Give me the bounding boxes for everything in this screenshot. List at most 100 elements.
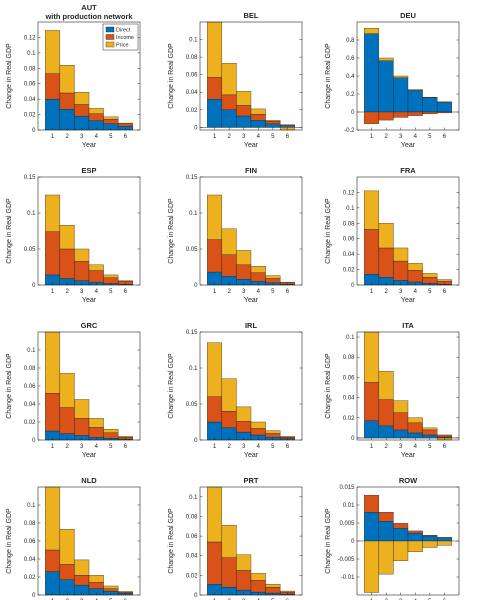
x-tick-label: 3 (80, 444, 84, 450)
bar-price-year-6 (436, 279, 452, 282)
bar-direct-year-6 (436, 101, 452, 113)
axes-box (199, 486, 303, 596)
bar-direct-year-4 (407, 532, 423, 542)
bar-income-year-5 (422, 429, 438, 436)
x-tick-label: 5 (428, 444, 432, 450)
y-tick-label: 0.6 (346, 56, 355, 62)
bar-price-year-3 (236, 406, 252, 422)
bar-income-year-5 (103, 432, 119, 439)
bar-price-year-1 (45, 486, 61, 551)
bar-price-year-2 (59, 225, 75, 250)
chart-title: DEU (400, 11, 416, 20)
bar-price-year-3 (236, 91, 252, 106)
y-tick-label: 0.04 (343, 396, 355, 402)
bar-income-year-6 (117, 123, 133, 127)
y-tick-label: 0 (194, 125, 198, 131)
bar-price-year-2 (59, 373, 75, 408)
y-tick-label: 0 (351, 436, 355, 442)
y-tick-label: 0.1 (346, 335, 355, 341)
y-tick-label: 0.06 (186, 534, 198, 540)
x-tick-label: 5 (271, 444, 275, 450)
x-tick-label: 3 (242, 134, 246, 140)
bar-income-year-3 (236, 421, 252, 433)
bar-income-year-1 (364, 111, 380, 124)
chart-panel-fra: 0 0.02 0.04 0.06 0.08 0.1 0.12 1 2 3 4 5 6 Year Change… (325, 166, 460, 304)
bar-income-year-6 (279, 124, 295, 126)
bar-direct-year-4 (250, 120, 266, 128)
y-tick-label: 0.02 (186, 573, 198, 579)
x-tick-label: 2 (384, 444, 388, 450)
chart-title: GRC (81, 321, 98, 330)
y-tick-label: 0.08 (343, 355, 355, 361)
y-tick-label: 0.05 (186, 247, 198, 253)
axes-box (356, 331, 460, 441)
bar-direct-year-4 (407, 90, 423, 113)
bar-price-year-3 (74, 92, 90, 105)
x-tick-label: 5 (109, 134, 113, 140)
bar-price-year-2 (221, 228, 237, 255)
x-tick-label: 4 (414, 444, 418, 450)
bar-income-year-5 (265, 433, 281, 438)
y-tick-label: 0.015 (339, 485, 355, 491)
x-tick-label: 6 (124, 444, 128, 450)
axes-box (199, 176, 303, 286)
bar-price-year-3 (393, 247, 409, 262)
y-tick-label: 0.04 (24, 557, 36, 563)
x-tick-label: 5 (428, 134, 432, 140)
bar-price-year-5 (422, 540, 438, 548)
x-tick-label: 1 (370, 134, 374, 140)
y-tick-label: 0.06 (24, 82, 36, 88)
x-axis-label: Year (244, 142, 259, 149)
bar-income-year-3 (74, 418, 90, 436)
x-tick-label: 3 (399, 134, 403, 140)
bar-price-year-3 (74, 559, 90, 576)
y-tick-label: 0.4 (346, 74, 355, 80)
x-axis-label: Year (82, 452, 97, 459)
bar-price-year-1 (364, 28, 380, 34)
x-tick-label: 4 (257, 134, 261, 140)
y-tick-label: 0 (194, 438, 198, 444)
x-tick-label: 5 (109, 444, 113, 450)
x-axis-label: Year (401, 452, 416, 459)
chart-panel-deu: -0.2 0 0.2 0.4 0.6 0.8 1 2 3 4 5 6 Year Change in Rea… (325, 11, 460, 149)
legend-swatch-direct (105, 26, 115, 33)
axes-box (37, 21, 141, 131)
bar-direct-year-6 (436, 537, 452, 542)
bar-income-year-6 (436, 434, 452, 438)
bar-income-year-5 (422, 535, 438, 537)
bar-price-year-5 (265, 584, 281, 588)
bar-price-year-5 (265, 275, 281, 279)
y-tick-label: 0 (351, 539, 355, 545)
y-tick-label: 0.08 (24, 521, 36, 527)
x-tick-label: 6 (286, 289, 290, 295)
bar-price-year-6 (117, 591, 133, 593)
bar-income-year-3 (236, 105, 252, 117)
x-axis-label: Year (244, 297, 259, 304)
x-tick-label: 4 (414, 289, 418, 295)
y-axis-label: Change in Real GDP (6, 508, 13, 574)
y-tick-label: -0.005 (337, 557, 355, 563)
x-tick-label: 2 (227, 289, 231, 295)
chart-panel-ita: 0 0.02 0.04 0.06 0.08 0.1 1 2 3 4 5 6 Year Change in … (325, 321, 460, 459)
bar-price-year-1 (364, 331, 380, 383)
bar-income-year-2 (221, 94, 237, 110)
bar-price-year-4 (250, 266, 266, 273)
bar-price-year-5 (422, 427, 438, 431)
chart-title: BEL (244, 11, 259, 20)
y-tick-label: 0 (32, 593, 36, 599)
x-tick-label: 6 (286, 134, 290, 140)
bar-income-year-4 (250, 428, 266, 436)
y-axis-label: Change in Real GDP (6, 198, 13, 264)
bar-income-year-4 (407, 111, 423, 116)
bar-price-year-2 (59, 529, 75, 565)
bar-price-year-5 (265, 430, 281, 434)
bar-income-year-5 (103, 119, 119, 125)
bar-income-year-4 (88, 427, 104, 438)
bar-price-year-5 (103, 274, 119, 278)
bar-direct-year-1 (45, 98, 61, 131)
y-tick-label: 0.1 (189, 38, 198, 44)
bar-direct-year-2 (378, 425, 394, 439)
y-tick-label: 0.01 (343, 503, 355, 509)
y-tick-label: 0.05 (24, 247, 36, 253)
y-tick-label: 0.08 (186, 514, 198, 520)
